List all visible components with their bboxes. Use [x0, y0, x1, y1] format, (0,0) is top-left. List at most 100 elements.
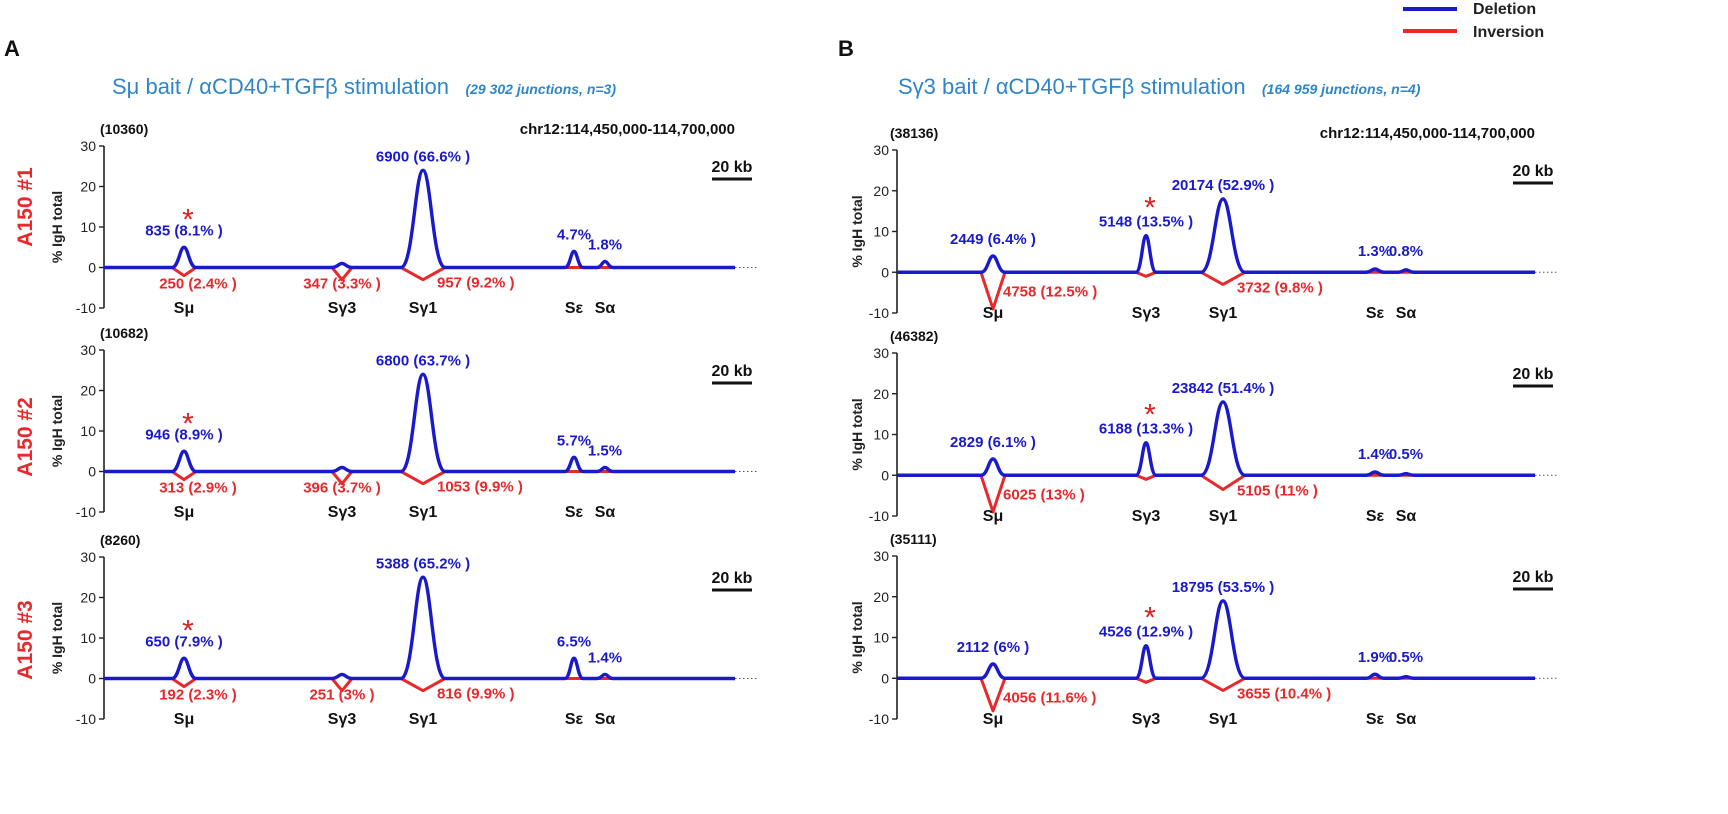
plot-panel-a-3: 30 20 10 0 -10 % IgH total (8260) 20 kb Sμ 650 (7… [49, 532, 758, 728]
plot-panel-a-2: 30 20 10 0 -10 % IgH total (10682) 20 kb Sμ 946 (… [49, 325, 758, 521]
legend-inversion-label: Inversion [1473, 24, 1544, 41]
region-label: Sα [595, 504, 616, 521]
y-tick-label: 0 [881, 670, 889, 686]
deletion-series [897, 400, 1535, 477]
junction-total: (8260) [100, 532, 140, 548]
locus-label: chr12:114,450,000-114,700,000 [520, 121, 735, 138]
inversion-series [104, 677, 735, 693]
deletion-series [104, 168, 735, 270]
y-tick-label: 20 [80, 590, 96, 606]
plot-panel-b-1: 30 20 10 0 -10 % IgH total (38136) chr12:114,45… [849, 125, 1558, 322]
region-label: Sγ3 [1132, 508, 1161, 525]
deletion-value-label: 1.9% [1358, 649, 1392, 666]
y-tick-label: -10 [76, 711, 96, 727]
junction-total: (38136) [890, 125, 938, 141]
y-tick-label: 0 [88, 671, 96, 687]
deletion-series [897, 599, 1535, 680]
deletion-value-label: 0.8% [1389, 243, 1423, 260]
deletion-value-label: 20174 (52.9% ) [1172, 177, 1275, 194]
inversion-value-label: 5105 (11% ) [1237, 482, 1318, 499]
region-label: Sμ [174, 504, 194, 521]
region-label: Sγ1 [1209, 508, 1238, 525]
deletion-value-label: 0.5% [1389, 649, 1423, 666]
region-label: Sε [565, 504, 584, 521]
y-axis-label: % IgH total [849, 601, 865, 673]
bait-star: * [1144, 192, 1156, 225]
region-label: Sα [595, 300, 616, 317]
inversion-value-label: 192 (2.3% ) [159, 687, 237, 704]
region-label: Sγ1 [409, 300, 438, 317]
deletion-series [104, 575, 735, 681]
y-axis-label: % IgH total [849, 398, 865, 470]
bait-star: * [182, 407, 194, 440]
deletion-value-label: 18795 (53.5% ) [1172, 579, 1275, 596]
deletion-value-label: 6900 (66.6% ) [376, 148, 470, 165]
junction-total: (35111) [890, 531, 937, 547]
deletion-value-label: 6188 (13.3% ) [1099, 421, 1193, 438]
scale-bar-label: 20 kb [712, 159, 753, 176]
region-label: Sμ [983, 508, 1003, 525]
region-label: Sε [1366, 508, 1385, 525]
bait-star: * [1144, 399, 1156, 432]
deletion-value-label: 650 (7.9% ) [145, 633, 223, 650]
legend: Deletion Inversion [1403, 1, 1544, 41]
scale-bar-label: 20 kb [1513, 366, 1554, 383]
inversion-value-label: 396 (3.7% ) [303, 480, 381, 497]
inversion-series [897, 270, 1535, 311]
region-label: Sγ3 [328, 504, 357, 521]
deletion-value-label: 4526 (12.9% ) [1099, 624, 1193, 641]
bait-star: * [182, 614, 194, 647]
y-tick-label: 0 [88, 260, 96, 276]
inversion-series [897, 473, 1535, 514]
y-tick-label: -10 [869, 711, 889, 727]
region-label: Sε [565, 300, 584, 317]
bait-star: * [182, 203, 194, 236]
deletion-value-label: 946 (8.9% ) [145, 426, 223, 443]
region-label: Sγ3 [1132, 711, 1161, 728]
row-label-3: A150 #3 [14, 600, 37, 679]
y-tick-label: 20 [873, 386, 889, 402]
inversion-value-label: 251 (3% ) [309, 687, 374, 704]
y-tick-label: 30 [873, 142, 889, 158]
region-label: Sγ3 [328, 300, 357, 317]
inversion-value-label: 347 (3.3% ) [303, 276, 381, 293]
inversion-value-label: 3655 (10.4% ) [1237, 685, 1331, 702]
inversion-series [897, 676, 1535, 713]
deletion-value-label: 23842 (51.4% ) [1172, 380, 1275, 397]
bait-star: * [1144, 602, 1156, 635]
y-axis-label: % IgH total [849, 195, 865, 267]
inversion-value-label: 4056 (11.6% ) [1003, 689, 1096, 706]
deletion-value-label: 5388 (65.2% ) [376, 555, 470, 572]
inversion-series [104, 470, 735, 486]
region-label: Sγ1 [1209, 305, 1238, 322]
region-label: Sα [595, 711, 616, 728]
deletion-value-label: 1.8% [588, 236, 622, 253]
deletion-value-label: 1.4% [588, 649, 622, 666]
region-label: Sμ [983, 305, 1003, 322]
deletion-series [897, 197, 1535, 274]
y-tick-label: 30 [873, 345, 889, 361]
region-label: Sα [1396, 305, 1417, 322]
region-label: Sμ [983, 711, 1003, 728]
panel-b-title-sub: (164 959 junctions, n=4) [1262, 81, 1421, 97]
panel-b-title-main: Sγ3 bait / αCD40+TGFβ stimulation [898, 74, 1246, 99]
y-tick-label: 10 [873, 224, 889, 240]
deletion-value-label: 4.7% [557, 226, 591, 243]
y-axis-label: % IgH total [49, 191, 65, 263]
deletion-value-label: 6800 (63.7% ) [376, 352, 470, 369]
y-tick-label: 20 [873, 183, 889, 199]
deletion-value-label: 1.5% [588, 442, 622, 459]
deletion-series [104, 372, 735, 474]
deletion-value-label: 1.4% [1358, 446, 1392, 463]
region-label: Sε [565, 711, 584, 728]
plot-panel-a-1: 30 20 10 0 -10 % IgH total (10360) chr12:114,45… [49, 121, 758, 317]
region-label: Sγ3 [1132, 305, 1161, 322]
deletion-value-label: 1.3% [1358, 243, 1392, 260]
y-tick-label: 30 [80, 549, 96, 565]
region-label: Sμ [174, 300, 194, 317]
inversion-value-label: 816 (9.9% ) [437, 686, 515, 703]
region-label: Sγ3 [328, 711, 357, 728]
y-tick-label: -10 [869, 305, 889, 321]
